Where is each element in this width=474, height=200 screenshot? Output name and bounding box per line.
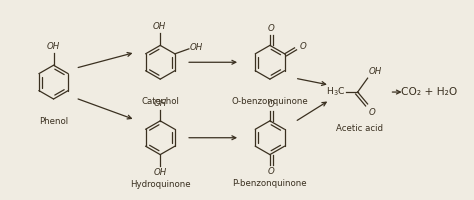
Text: O: O — [267, 24, 274, 33]
Text: Phenol: Phenol — [39, 117, 68, 126]
Text: H$_3$C: H$_3$C — [326, 86, 346, 98]
Text: Acetic acid: Acetic acid — [336, 124, 383, 133]
Text: Hydroquinone: Hydroquinone — [130, 180, 191, 189]
Text: Catechol: Catechol — [141, 97, 179, 106]
Text: O: O — [267, 167, 274, 176]
Text: O-benzonquinone: O-benzonquinone — [231, 97, 308, 106]
Text: OH: OH — [47, 42, 60, 51]
Text: CO₂ + H₂O: CO₂ + H₂O — [401, 87, 457, 97]
Text: OH: OH — [153, 22, 166, 31]
Text: OH: OH — [154, 99, 167, 108]
Text: OH: OH — [154, 168, 167, 177]
Text: O: O — [300, 42, 306, 51]
Text: OH: OH — [190, 43, 203, 52]
Text: P-benzonquinone: P-benzonquinone — [233, 179, 307, 188]
Text: OH: OH — [369, 67, 382, 76]
Text: O: O — [369, 108, 375, 117]
Text: O: O — [267, 100, 274, 109]
